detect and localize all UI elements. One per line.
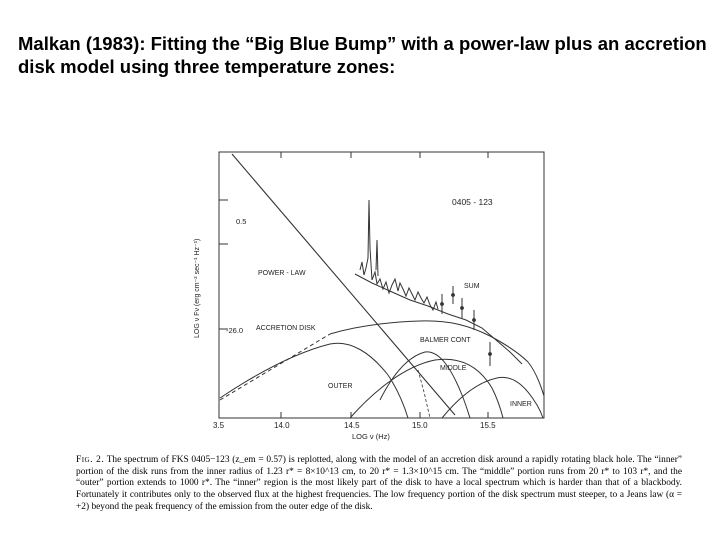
y-axis-label: LOG ν Fν (erg cm⁻² sec⁻¹ Hz⁻¹) [194,239,201,338]
x-tick-label: 14.5 [344,421,360,430]
photometry-points [440,286,492,366]
scale-bar-label: 0.5 [236,217,246,226]
slide-title: Malkan (1983): Fitting the “Big Blue Bum… [18,33,707,77]
label-middle: MIDDLE [440,365,467,372]
power-law-line [231,153,456,416]
object-label: 0405 - 123 [452,197,493,207]
label-outer: OUTER [328,383,353,390]
sum-curve [354,273,523,365]
x-tick-label: 15.5 [480,421,496,430]
x-axis-label: LOG ν (Hz) [352,432,390,441]
observed-spectrum [359,199,439,312]
x-axis-ticks [280,152,489,418]
accretion-disk-curve [329,320,545,397]
spectral-emission-spike [375,239,379,277]
label-balmer-cont: BALMER CONT [420,337,471,344]
middle-zone-curve [349,358,504,419]
plot-frame [218,151,545,419]
scale-bar [219,199,228,330]
jeans-law-dashed-line [219,333,331,401]
figure-caption-label: Fig. 2. [76,455,105,465]
x-tick-label: 3.5 [213,421,225,430]
balmer-continuum-curve [379,351,471,419]
outer-zone-curve [219,342,409,419]
x-tick-label: 14.0 [274,421,290,430]
x-tick-label: 15.0 [412,421,428,430]
label-power-law: POWER - LAW [258,270,306,277]
dashed-drop-line [417,369,431,419]
figure-caption-text: The spectrum of FKS 0405−123 (z_em = 0.5… [76,455,682,512]
label-sum: SUM [464,283,480,290]
label-accretion-disk: ACCRETION DISK [256,325,316,332]
inner-zone-curve [441,376,544,419]
figure-caption: Fig. 2. The spectrum of FKS 0405−123 (z_… [76,455,682,514]
label-inner: INNER [510,401,532,408]
y-tick-label: -26.0 [226,326,243,335]
